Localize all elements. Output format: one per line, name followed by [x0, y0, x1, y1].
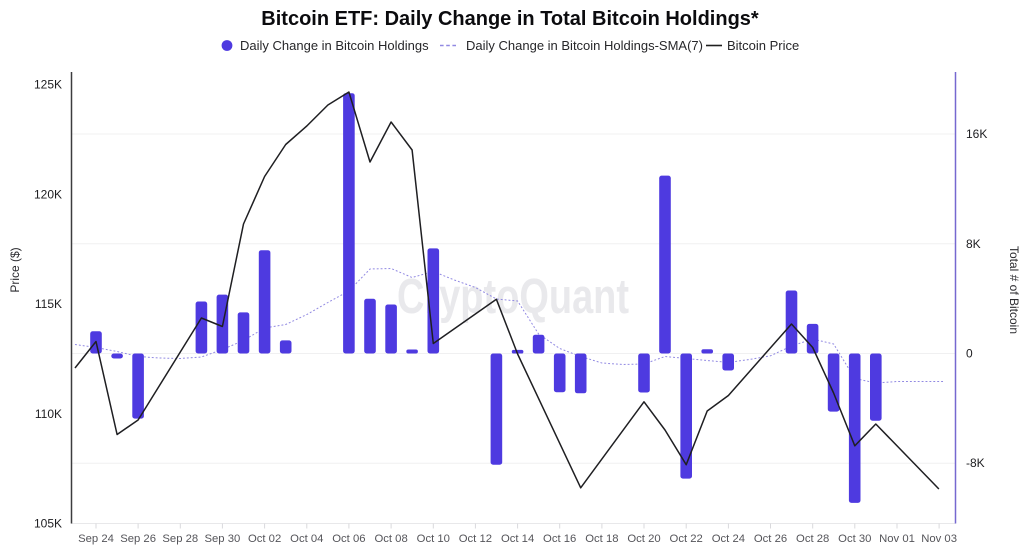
- svg-text:Sep 26: Sep 26: [120, 533, 156, 545]
- svg-text:Oct 18: Oct 18: [585, 533, 618, 545]
- svg-text:125K: 125K: [34, 78, 62, 92]
- svg-text:Daily Change in Bitcoin Holdin: Daily Change in Bitcoin Holdings-SMA(7): [466, 38, 703, 53]
- svg-text:Oct 26: Oct 26: [754, 533, 787, 545]
- svg-text:Sep 24: Sep 24: [78, 533, 114, 545]
- svg-text:115K: 115K: [35, 297, 62, 311]
- svg-text:Oct 14: Oct 14: [501, 533, 534, 545]
- svg-text:Nov 03: Nov 03: [921, 533, 957, 545]
- svg-text:8K: 8K: [966, 237, 981, 251]
- svg-text:Oct 08: Oct 08: [374, 533, 407, 545]
- svg-text:Oct 30: Oct 30: [838, 533, 871, 545]
- svg-text:Bitcoin ETF: Daily Change in T: Bitcoin ETF: Daily Change in Total Bitco…: [261, 8, 759, 30]
- svg-text:Oct 16: Oct 16: [543, 533, 576, 545]
- svg-text:16K: 16K: [966, 127, 987, 141]
- svg-text:Oct 28: Oct 28: [796, 533, 829, 545]
- svg-text:Price ($): Price ($): [8, 247, 22, 292]
- svg-text:-8K: -8K: [966, 456, 985, 470]
- svg-text:Nov 01: Nov 01: [879, 533, 915, 545]
- svg-text:Total # of Bitcoin: Total # of Bitcoin: [1007, 246, 1021, 334]
- svg-text:Daily Change in Bitcoin Holdin: Daily Change in Bitcoin Holdings: [240, 38, 429, 53]
- svg-text:110K: 110K: [35, 407, 62, 421]
- svg-text:Oct 10: Oct 10: [417, 533, 450, 545]
- svg-text:Sep 30: Sep 30: [204, 533, 240, 545]
- svg-text:Oct 12: Oct 12: [459, 533, 492, 545]
- svg-text:Oct 22: Oct 22: [670, 533, 703, 545]
- svg-text:Oct 20: Oct 20: [627, 533, 660, 545]
- svg-text:Oct 02: Oct 02: [248, 533, 281, 545]
- svg-text:0: 0: [966, 347, 973, 361]
- svg-text:120K: 120K: [34, 187, 62, 201]
- svg-text:Oct 06: Oct 06: [332, 533, 365, 545]
- svg-text:Oct 24: Oct 24: [712, 533, 745, 545]
- svg-text:105K: 105K: [34, 517, 62, 531]
- svg-text:Oct 04: Oct 04: [290, 533, 323, 545]
- svg-text:Bitcoin Price: Bitcoin Price: [727, 38, 799, 53]
- svg-text:Sep 28: Sep 28: [162, 533, 198, 545]
